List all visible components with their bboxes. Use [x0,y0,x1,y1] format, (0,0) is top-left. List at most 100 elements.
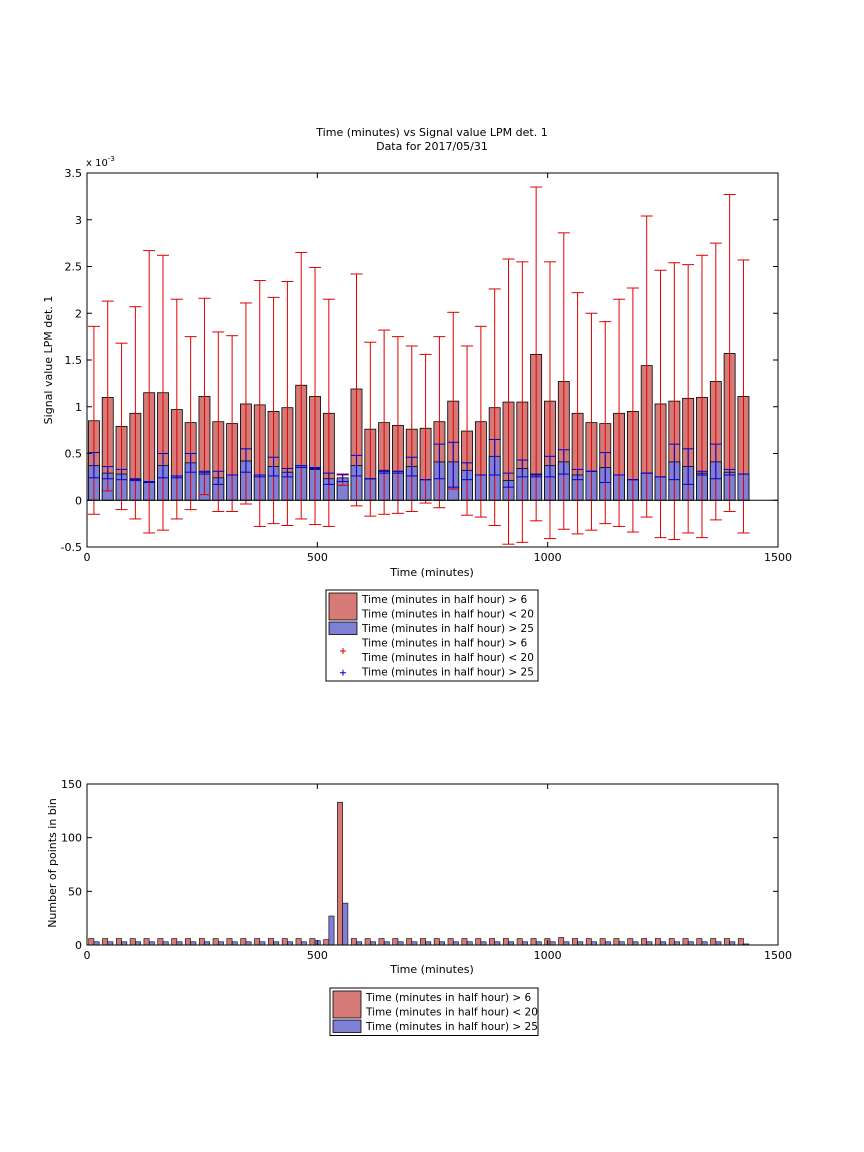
legend-label: Time (minutes in half hour) > 25 [361,623,534,635]
legend-label: Time (minutes in half hour) < 20 [361,652,534,664]
bar-series-1 [350,938,357,946]
bar-series-1 [585,938,592,946]
bar-series-1 [295,938,302,946]
y-tick-label: 1 [75,401,82,414]
bar-series-1 [88,938,95,946]
legend-label: Time (minutes in half hour) > 6 [361,638,528,650]
legend-label: Time (minutes in half hour) > 25 [361,667,534,679]
legend-swatch [328,592,358,621]
x-tick-label: 0 [84,551,91,564]
bar-series-1 [212,938,219,946]
legend-swatch [332,1019,362,1033]
y-tick-label: -0.5 [61,541,82,554]
bar-series-1 [572,938,578,946]
legend-label: Time (minutes in half hour) > 6 [361,594,528,606]
y-tick-label: 150 [61,778,82,791]
x-tick-label: 1000 [534,949,562,962]
legend-box [325,589,539,682]
plot-background [87,784,778,945]
y-axis-label: Number of points in bin [46,798,59,928]
y-tick-label: 2 [75,307,82,320]
x-axis-label: Time (minutes) [389,963,474,976]
bar-series-1 [696,938,703,946]
x-tick-label: 500 [307,949,328,962]
x-axis-label: Time (minutes) [389,566,474,579]
bar-series-1 [378,938,385,946]
bar-series-1 [668,938,675,946]
bar-series-1 [724,938,730,946]
y-tick-label: 0 [75,939,82,952]
y-tick-label: 2.5 [65,261,83,274]
count-legend: Time (minutes in half hour) > 6 Time (min… [329,987,539,1036]
bar-series-1 [406,938,413,946]
axes-frame [86,783,779,946]
bar-series-1 [641,938,648,946]
bar-series-1 [558,937,565,946]
bar-series-1 [281,938,288,946]
legend-label: Time (minutes in half hour) < 20 [365,1007,538,1019]
bar-series-1 [198,938,205,946]
bar-series-1 [240,938,247,946]
bar-series-1 [364,938,371,946]
bar-series-1 [447,938,454,946]
y-tick-label: 0.5 [65,448,83,461]
chart-title-line-2: Data for 2017/05/31 [376,140,488,153]
bar-series-1 [171,938,178,946]
bar-series-1 [682,938,689,946]
bar-series-1 [157,938,164,946]
bar-series-1 [475,938,482,946]
x-tick-label: 500 [307,551,328,564]
bar-series-1 [254,938,261,946]
bar-series-1 [433,938,440,946]
y-tick-label: 0 [75,494,82,507]
y-tick-label: 100 [61,832,82,845]
count-plot-area: 0 500 1000 1500 0 50 100 150 [61,778,792,962]
bar-series-1 [737,938,744,946]
signal-plot-area: 0 500 1000 1500-0.500.511.522.533.5 [61,167,792,564]
bar-series-1 [268,938,274,946]
bar-series-1 [392,938,399,946]
y-exponent-label: x 10-3 [86,155,115,169]
bar-series-1 [226,938,233,946]
legend-label: Time (minutes in half hour) < 20 [361,609,534,621]
y-exponent-power: -3 [108,155,115,163]
bar-series-1 [185,938,191,946]
bar-series-1 [309,938,316,946]
x-tick-label: 1500 [764,949,792,962]
legend-label: Time (minutes in half hour) > 25 [365,1021,538,1033]
legend-swatch [332,990,362,1019]
legend-label: Time (minutes in half hour) > 6 [365,992,532,1004]
y-tick-label: 3.5 [65,167,83,180]
bar-series-1 [102,938,109,946]
bar-series-1 [420,938,426,946]
bar-series-1 [143,938,150,946]
bar-series-1 [129,938,136,946]
bar-series-1 [599,938,606,946]
legend-box [329,987,539,1036]
bar-series-1 [502,938,509,946]
bar-series-1 [461,938,468,946]
bar-series-1 [654,938,661,946]
y-tick-label: 3 [75,214,82,227]
y-axis-label: Signal value LPM det. 1 [42,296,55,425]
y-exponent-base: x 10 [86,158,108,169]
bar-series-1 [337,801,343,946]
signal-chart: Time (minutes) vs Signal value LPM det. … [42,126,792,682]
bar-series-1 [710,938,717,946]
x-tick-label: 0 [84,949,91,962]
count-chart: 0 500 1000 1500 0 50 100 150 Time (minutes) Num… [46,778,792,1036]
bar-series-1 [530,938,537,946]
bar-series-1 [323,939,330,946]
legend-swatch [328,621,358,635]
bar-series-1 [115,938,122,946]
y-tick-label: 1.5 [65,354,83,367]
bar-series-2 [328,915,335,946]
bar-series-1 [516,938,523,946]
x-tick-label: 1500 [764,551,792,564]
bar-series-1 [613,938,620,946]
x-tick-label: 1000 [534,551,562,564]
chart-title-line-1: Time (minutes) vs Signal value LPM det. … [315,126,547,139]
signal-legend: Time (minutes in half hour) > 6 Time (min… [325,589,539,682]
bar-series-2 [342,902,349,946]
